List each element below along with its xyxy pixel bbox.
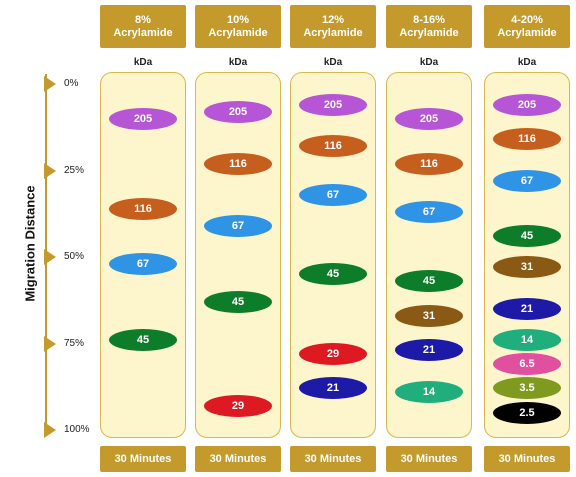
protein-band: 67 — [395, 201, 463, 224]
axis-tick-marker — [44, 249, 56, 265]
lane-header-line: Acrylamide — [497, 26, 557, 39]
axis-tick-label: 75% — [64, 337, 85, 349]
axis-tick-label: 0% — [64, 78, 79, 89]
protein-band: 205 — [493, 93, 561, 116]
protein-band: 67 — [493, 169, 561, 192]
protein-band: 67 — [109, 252, 177, 275]
protein-band: 29 — [299, 342, 367, 365]
lane-header-line: 8% — [135, 13, 151, 26]
protein-band: 116 — [204, 152, 272, 175]
lane-footer: 30 Minutes — [195, 446, 281, 472]
lane-unit-label: kDa — [133, 57, 153, 68]
protein-band: 116 — [493, 128, 561, 151]
axis-tick-marker — [44, 76, 56, 92]
protein-band: 21 — [395, 339, 463, 362]
protein-band: 2.5 — [493, 401, 561, 424]
protein-band: 31 — [493, 256, 561, 279]
protein-band: 45 — [109, 329, 177, 352]
protein-band: 67 — [204, 214, 272, 237]
protein-band: 67 — [299, 183, 367, 206]
protein-band: 3.5 — [493, 377, 561, 400]
protein-band: 205 — [109, 107, 177, 130]
lane-header-line: 10% — [226, 13, 250, 26]
lane-header-line: Acrylamide — [303, 26, 363, 39]
gel-lane — [195, 72, 281, 438]
protein-band: 205 — [299, 93, 367, 116]
lane-header-line: 8-16% — [413, 13, 445, 26]
axis-tick-label: 50% — [64, 251, 85, 262]
lane-footer: 30 Minutes — [484, 446, 570, 472]
protein-band: 29 — [204, 394, 272, 417]
lane-header: 10% Acrylamide — [195, 5, 281, 48]
axis-tick-marker — [44, 162, 56, 179]
axis-tick-marker — [44, 335, 56, 352]
lane-unit-label: kDa — [517, 57, 537, 68]
axis-title: Migration Distance — [22, 185, 38, 302]
protein-band: 205 — [204, 100, 272, 123]
lane-header: 8% Acrylamide — [100, 5, 186, 48]
protein-band: 21 — [493, 297, 561, 320]
axis-tick-marker — [44, 422, 56, 438]
lane-unit-label: kDa — [419, 57, 439, 68]
gel-lane — [386, 72, 472, 438]
protein-band: 45 — [395, 270, 463, 293]
lane-header: 4-20% Acrylamide — [484, 5, 570, 48]
axis-tick-label: 25% — [64, 164, 85, 176]
lane-footer: 30 Minutes — [290, 446, 376, 472]
protein-band: 14 — [493, 329, 561, 352]
lane-unit-label: kDa — [323, 57, 343, 68]
lane-header: 8-16% Acrylamide — [386, 5, 472, 48]
protein-band: 45 — [204, 290, 272, 313]
lane-header-line: 12% — [321, 13, 345, 26]
lane-header-line: Acrylamide — [113, 26, 173, 39]
protein-band: 14 — [395, 380, 463, 403]
lane-header-line: Acrylamide — [399, 26, 459, 39]
protein-band: 116 — [395, 152, 463, 175]
protein-band: 21 — [299, 377, 367, 400]
gel-lane — [290, 72, 376, 438]
lane-footer: 30 Minutes — [386, 446, 472, 472]
protein-band: 45 — [299, 263, 367, 286]
protein-band: 205 — [395, 107, 463, 130]
protein-band: 116 — [299, 135, 367, 158]
lane-header-line: 4-20% — [511, 13, 543, 26]
protein-band: 6.5 — [493, 353, 561, 376]
lane-header: 12% Acrylamide — [290, 5, 376, 48]
protein-band: 31 — [395, 304, 463, 327]
protein-band: 116 — [109, 197, 177, 220]
lane-footer: 30 Minutes — [100, 446, 186, 472]
axis-tick-label: 100% — [64, 424, 90, 435]
protein-band: 45 — [493, 225, 561, 248]
lane-header-line: Acrylamide — [208, 26, 268, 39]
lane-unit-label: kDa — [228, 57, 248, 68]
